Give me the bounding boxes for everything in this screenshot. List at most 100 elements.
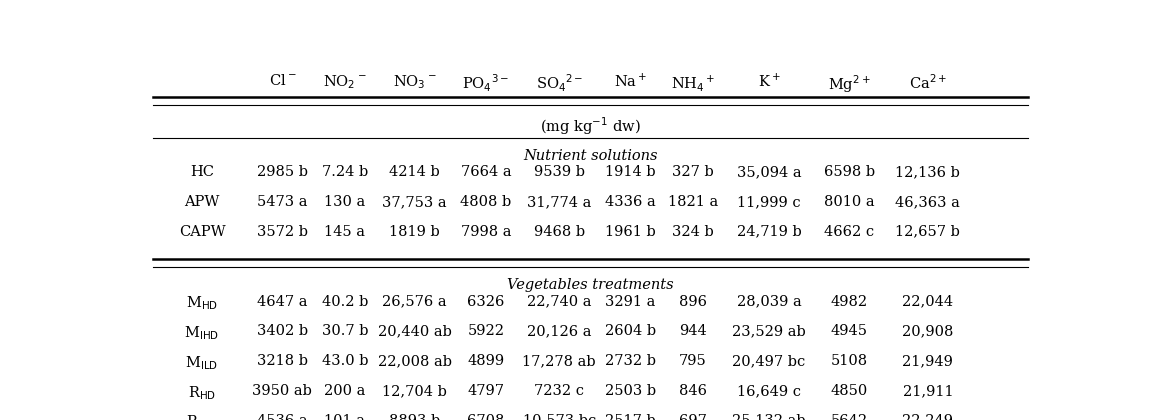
Text: NO$_2$$^-$: NO$_2$$^-$ xyxy=(323,73,366,91)
Text: 16,649 c: 16,649 c xyxy=(737,384,801,398)
Text: 4336 a: 4336 a xyxy=(605,195,655,209)
Text: 200 a: 200 a xyxy=(324,384,365,398)
Text: 25,132 ab: 25,132 ab xyxy=(733,414,805,420)
Text: 46,363 a: 46,363 a xyxy=(895,195,961,209)
Text: 22,249: 22,249 xyxy=(902,414,954,420)
Text: 795: 795 xyxy=(680,354,707,368)
Text: 11,999 c: 11,999 c xyxy=(737,195,801,209)
Text: 6708: 6708 xyxy=(468,414,505,420)
Text: 3402 b: 3402 b xyxy=(257,324,308,339)
Text: Ca$^{2+}$: Ca$^{2+}$ xyxy=(909,73,947,92)
Text: Cl$^-$: Cl$^-$ xyxy=(268,73,296,88)
Text: SO$_4$$^{2-}$: SO$_4$$^{2-}$ xyxy=(536,73,583,94)
Text: Mg$^{2+}$: Mg$^{2+}$ xyxy=(828,73,871,95)
Text: 7232 c: 7232 c xyxy=(535,384,584,398)
Text: 21,949: 21,949 xyxy=(902,354,954,368)
Text: 22,008 ab: 22,008 ab xyxy=(378,354,452,368)
Text: 3291 a: 3291 a xyxy=(606,294,655,309)
Text: 4808 b: 4808 b xyxy=(461,195,511,209)
Text: 3572 b: 3572 b xyxy=(257,225,308,239)
Text: 697: 697 xyxy=(680,414,707,420)
Text: 4945: 4945 xyxy=(831,324,867,339)
Text: HC: HC xyxy=(190,165,214,179)
Text: 4797: 4797 xyxy=(468,384,505,398)
Text: 2732 b: 2732 b xyxy=(605,354,657,368)
Text: 4899: 4899 xyxy=(468,354,505,368)
Text: 22,740 a: 22,740 a xyxy=(526,294,591,309)
Text: CAPW: CAPW xyxy=(179,225,226,239)
Text: 12,136 b: 12,136 b xyxy=(895,165,961,179)
Text: 9539 b: 9539 b xyxy=(533,165,585,179)
Text: 37,753 a: 37,753 a xyxy=(382,195,447,209)
Text: 30.7 b: 30.7 b xyxy=(321,324,369,339)
Text: 10,573 bc: 10,573 bc xyxy=(523,414,596,420)
Text: 35,094 a: 35,094 a xyxy=(736,165,802,179)
Text: M$_{\mathrm{ILD}}$: M$_{\mathrm{ILD}}$ xyxy=(185,354,219,372)
Text: 26,576 a: 26,576 a xyxy=(382,294,447,309)
Text: 1914 b: 1914 b xyxy=(605,165,655,179)
Text: 327 b: 327 b xyxy=(673,165,714,179)
Text: Vegetables treatments: Vegetables treatments xyxy=(507,278,674,292)
Text: 7.24 b: 7.24 b xyxy=(321,165,367,179)
Text: 6326: 6326 xyxy=(468,294,505,309)
Text: 28,039 a: 28,039 a xyxy=(736,294,802,309)
Text: 20,497 bc: 20,497 bc xyxy=(733,354,805,368)
Text: 12,657 b: 12,657 b xyxy=(895,225,961,239)
Text: 896: 896 xyxy=(679,294,707,309)
Text: 4647 a: 4647 a xyxy=(257,294,308,309)
Text: R$_{\mathrm{IHD}}$: R$_{\mathrm{IHD}}$ xyxy=(187,414,218,420)
Text: 6598 b: 6598 b xyxy=(824,165,874,179)
Text: M$_{\mathrm{IHD}}$: M$_{\mathrm{IHD}}$ xyxy=(184,324,220,342)
Text: 20,126 a: 20,126 a xyxy=(526,324,591,339)
Text: 7998 a: 7998 a xyxy=(461,225,511,239)
Text: 43.0 b: 43.0 b xyxy=(321,354,369,368)
Text: 20,440 ab: 20,440 ab xyxy=(378,324,452,339)
Text: 5108: 5108 xyxy=(831,354,867,368)
Text: 4982: 4982 xyxy=(831,294,867,309)
Text: PO$_4$$^{3-}$: PO$_4$$^{3-}$ xyxy=(462,73,509,94)
Text: 2517 b: 2517 b xyxy=(605,414,655,420)
Text: 5642: 5642 xyxy=(831,414,867,420)
Text: Nutrient solutions: Nutrient solutions xyxy=(523,149,658,163)
Text: 8893 b: 8893 b xyxy=(389,414,440,420)
Text: Na$^+$: Na$^+$ xyxy=(614,73,647,90)
Text: 4214 b: 4214 b xyxy=(389,165,440,179)
Text: 4850: 4850 xyxy=(831,384,867,398)
Text: 5473 a: 5473 a xyxy=(257,195,308,209)
Text: 40.2 b: 40.2 b xyxy=(321,294,369,309)
Text: 21,911: 21,911 xyxy=(902,384,953,398)
Text: 324 b: 324 b xyxy=(673,225,714,239)
Text: K$^+$: K$^+$ xyxy=(758,73,780,90)
Text: 20,908: 20,908 xyxy=(902,324,954,339)
Text: 2503 b: 2503 b xyxy=(605,384,657,398)
Text: 2604 b: 2604 b xyxy=(605,324,657,339)
Text: 23,529 ab: 23,529 ab xyxy=(732,324,806,339)
Text: 8010 a: 8010 a xyxy=(824,195,874,209)
Text: 1961 b: 1961 b xyxy=(605,225,655,239)
Text: M$_{\mathrm{HD}}$: M$_{\mathrm{HD}}$ xyxy=(185,294,218,312)
Text: NH$_4$$^+$: NH$_4$$^+$ xyxy=(670,73,715,93)
Text: 2985 b: 2985 b xyxy=(257,165,308,179)
Text: 5922: 5922 xyxy=(468,324,505,339)
Text: APW: APW xyxy=(184,195,220,209)
Text: 24,719 b: 24,719 b xyxy=(736,225,802,239)
Text: 4536 a: 4536 a xyxy=(257,414,308,420)
Text: (mg kg$^{-1}$ dw): (mg kg$^{-1}$ dw) xyxy=(540,115,641,137)
Text: 1821 a: 1821 a xyxy=(668,195,718,209)
Text: 3950 ab: 3950 ab xyxy=(252,384,312,398)
Text: 12,704 b: 12,704 b xyxy=(382,384,447,398)
Text: 944: 944 xyxy=(680,324,707,339)
Text: 145 a: 145 a xyxy=(325,225,365,239)
Text: 846: 846 xyxy=(679,384,707,398)
Text: 22,044: 22,044 xyxy=(902,294,954,309)
Text: R$_{\mathrm{HD}}$: R$_{\mathrm{HD}}$ xyxy=(188,384,217,402)
Text: 7664 a: 7664 a xyxy=(461,165,511,179)
Text: NO$_3$$^-$: NO$_3$$^-$ xyxy=(393,73,437,91)
Text: 101 a: 101 a xyxy=(325,414,365,420)
Text: 4662 c: 4662 c xyxy=(824,225,874,239)
Text: 31,774 a: 31,774 a xyxy=(526,195,591,209)
Text: 3218 b: 3218 b xyxy=(257,354,308,368)
Text: 1819 b: 1819 b xyxy=(389,225,440,239)
Text: 17,278 ab: 17,278 ab xyxy=(522,354,596,368)
Text: 130 a: 130 a xyxy=(324,195,365,209)
